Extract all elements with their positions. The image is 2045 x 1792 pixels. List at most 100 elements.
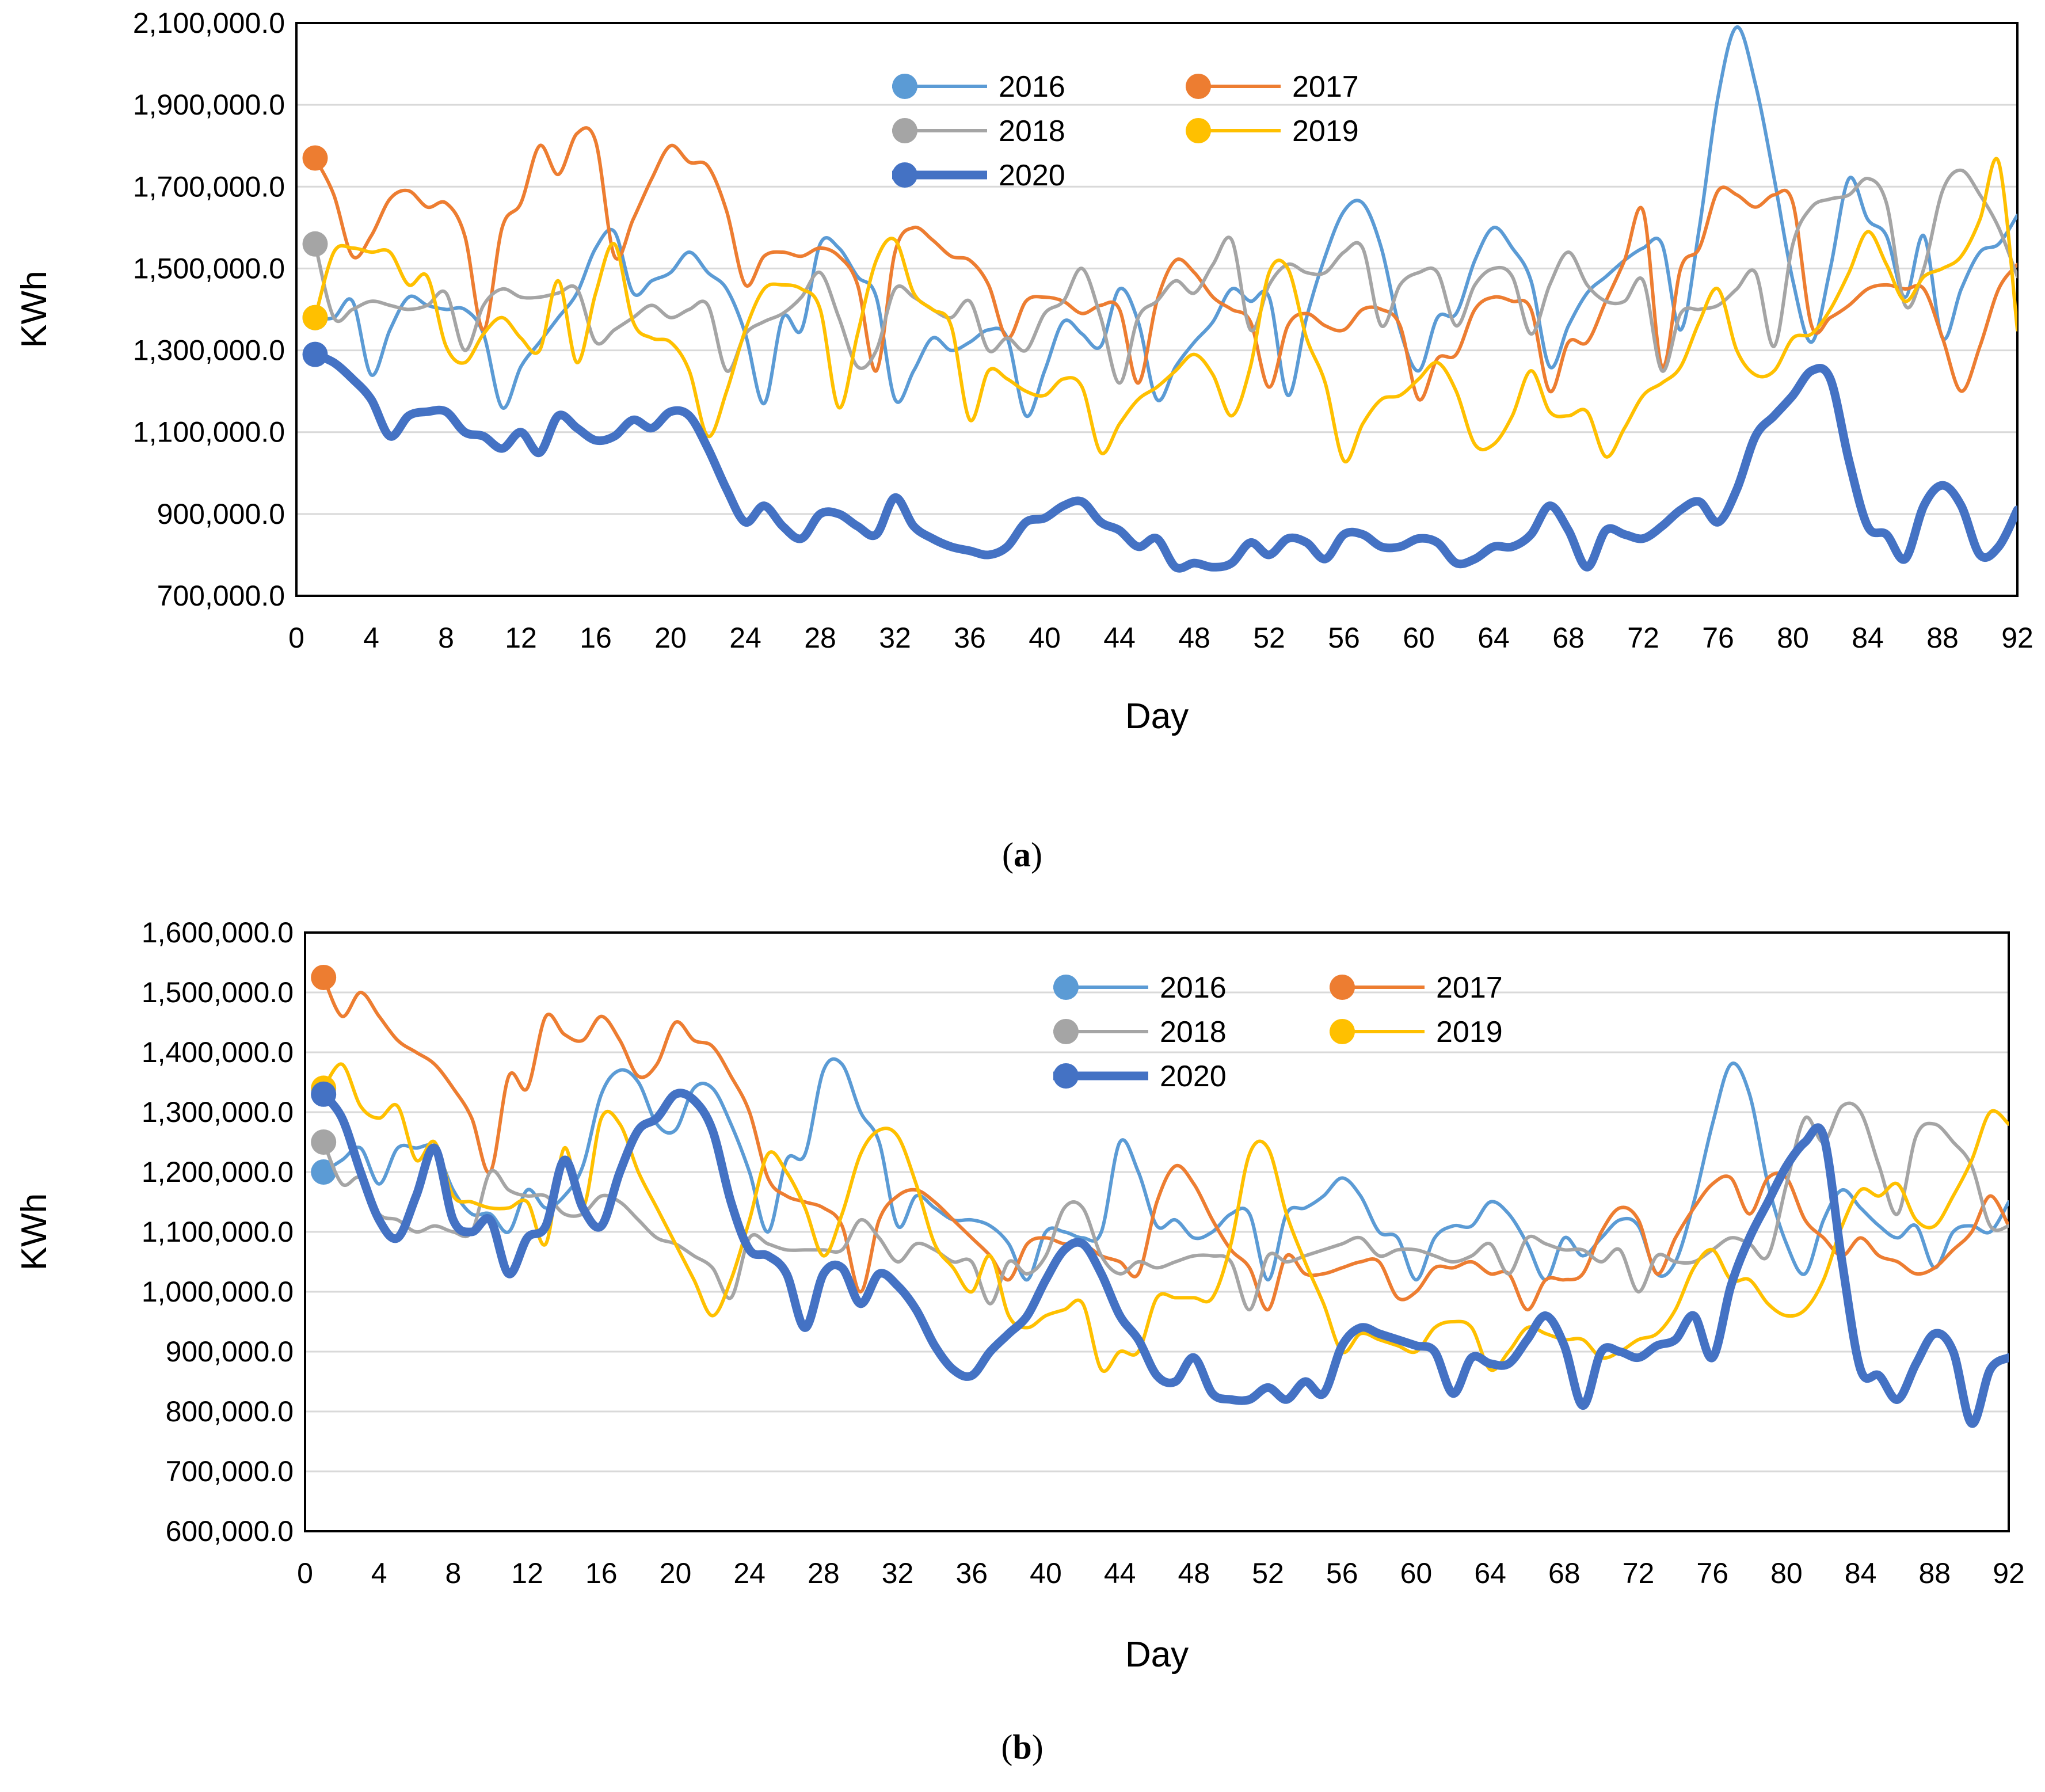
series-line-2018	[313, 168, 2017, 385]
legend-swatch-marker	[1053, 1019, 1079, 1044]
y-tick-label: 1,400,000.0	[142, 1036, 294, 1068]
series-start-marker-2020	[302, 341, 328, 367]
plot-frame	[295, 22, 2019, 597]
series-start-marker-2020	[311, 1081, 337, 1107]
series-line-2020	[319, 1089, 2009, 1428]
x-tick-label: 40	[1029, 622, 1061, 654]
legend-label: 2019	[1436, 1015, 1503, 1049]
y-tick-label: 1,100,000.0	[133, 416, 285, 448]
y-axis-label: KWh	[14, 1193, 54, 1270]
x-tick-label: 48	[1178, 622, 1210, 654]
y-tick-label: 600,000.0	[166, 1515, 294, 1547]
x-tick-label: 32	[882, 1557, 914, 1589]
legend-label: 2018	[1160, 1015, 1227, 1049]
x-tick-label: 0	[288, 622, 304, 654]
series-start-marker-2017	[311, 965, 337, 990]
x-tick-label: 4	[371, 1557, 387, 1589]
legend-label: 2016	[999, 70, 1065, 104]
plot-frame	[304, 931, 2010, 1532]
x-tick-label: 4	[363, 622, 379, 654]
y-tick-label: 1,700,000.0	[133, 170, 285, 203]
x-tick-label: 8	[445, 1557, 461, 1589]
series-line-2017	[313, 126, 2017, 402]
series-start-marker-2018	[302, 231, 328, 257]
x-tick-label: 40	[1030, 1557, 1062, 1589]
x-tick-label: 44	[1103, 622, 1136, 654]
panel-caption: (b)	[1001, 1728, 1043, 1766]
x-tick-label: 36	[955, 1557, 988, 1589]
x-tick-label: 20	[660, 1557, 692, 1589]
x-tick-label: 84	[1852, 622, 1884, 654]
legend-swatch-marker	[892, 74, 917, 99]
legend-label: 2020	[1160, 1060, 1227, 1093]
legend-label: 2018	[999, 115, 1065, 148]
y-tick-label: 1,500,000.0	[142, 976, 294, 1009]
chart-panel-b: 600,000.0 700,000.0 800,000.0 900,000.0 1,00…	[14, 916, 2025, 1766]
x-tick-label: 88	[1918, 1557, 1951, 1589]
x-tick-label: 80	[1770, 1557, 1803, 1589]
y-tick-label: 1,100,000.0	[142, 1216, 294, 1248]
series-line-2020	[311, 350, 2017, 573]
legend-label: 2016	[1160, 971, 1227, 1005]
y-tick-label: 1,600,000.0	[142, 916, 294, 949]
x-tick-label: 28	[804, 622, 836, 654]
x-tick-label: 60	[1403, 622, 1435, 654]
x-tick-label: 88	[1926, 622, 1959, 654]
legend: 2016 2017 2018 2019 2020	[892, 70, 1359, 192]
x-tick-label: 60	[1400, 1557, 1433, 1589]
x-tick-label: 12	[505, 622, 537, 654]
series-start-marker-2018	[311, 1129, 337, 1155]
x-tick-label: 48	[1178, 1557, 1210, 1589]
x-tick-label: 12	[511, 1557, 543, 1589]
x-tick-label: 76	[1702, 622, 1734, 654]
x-tick-label: 52	[1253, 622, 1285, 654]
legend-swatch-marker	[1053, 1063, 1079, 1089]
legend-label: 2017	[1436, 971, 1503, 1005]
legend-swatch-marker	[1330, 975, 1355, 1000]
y-tick-label: 1,000,000.0	[142, 1276, 294, 1308]
y-tick-label: 700,000.0	[157, 580, 285, 612]
series-line-2019	[313, 157, 2017, 464]
x-tick-label: 28	[808, 1557, 840, 1589]
y-tick-label: 1,200,000.0	[142, 1156, 294, 1188]
x-tick-label: 80	[1777, 622, 1809, 654]
x-tick-label: 0	[297, 1557, 313, 1589]
x-tick-label: 52	[1252, 1557, 1284, 1589]
x-tick-label: 32	[879, 622, 911, 654]
series-line-2016	[322, 1057, 2009, 1282]
legend-swatch-marker	[1330, 1019, 1355, 1044]
x-tick-label: 44	[1104, 1557, 1136, 1589]
x-tick-label: 72	[1623, 1557, 1655, 1589]
legend-swatch-marker	[1053, 975, 1079, 1000]
x-tick-label: 68	[1552, 622, 1585, 654]
series-line-2019	[322, 1062, 2009, 1373]
series-start-marker-2019	[302, 305, 328, 330]
x-tick-label: 56	[1328, 622, 1360, 654]
x-axis-label: Day	[1125, 697, 1189, 736]
legend-label: 2019	[1292, 115, 1359, 148]
legend-swatch-marker	[1186, 118, 1211, 143]
legend-swatch-marker	[892, 118, 917, 143]
panel-caption: (a)	[1002, 836, 1042, 874]
x-tick-label: 36	[954, 622, 986, 654]
chart-panel-a: 700,000.0 900,000.0 1,100,000.0 1,300,000.0…	[14, 7, 2033, 874]
x-tick-label: 68	[1548, 1557, 1581, 1589]
y-tick-label: 700,000.0	[166, 1455, 294, 1487]
x-tick-label: 56	[1326, 1557, 1358, 1589]
legend-label: 2017	[1292, 70, 1359, 104]
y-tick-label: 1,300,000.0	[142, 1096, 294, 1128]
series-line-2017	[322, 976, 2009, 1312]
x-tick-label: 16	[585, 1557, 618, 1589]
x-tick-label: 76	[1696, 1557, 1728, 1589]
x-tick-label: 92	[2001, 622, 2033, 654]
y-axis-label: KWh	[14, 271, 54, 348]
y-tick-label: 900,000.0	[166, 1336, 294, 1368]
y-tick-label: 800,000.0	[166, 1395, 294, 1428]
y-tick-label: 1,900,000.0	[133, 89, 285, 121]
x-tick-label: 64	[1477, 622, 1510, 654]
x-tick-label: 8	[438, 622, 454, 654]
series-start-marker-2017	[302, 145, 328, 171]
x-tick-label: 72	[1627, 622, 1659, 654]
x-tick-label: 24	[733, 1557, 766, 1589]
